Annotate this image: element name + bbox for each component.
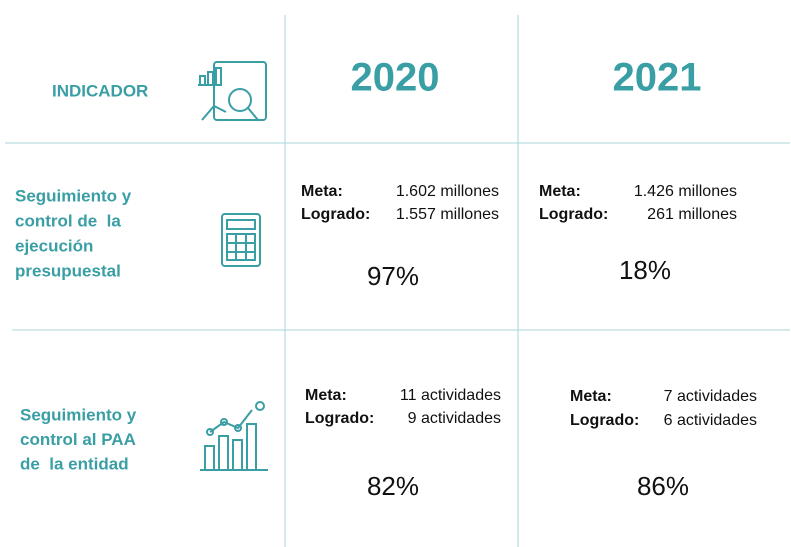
meta-value: 11 actividades <box>400 387 501 404</box>
meta-label: Meta: <box>305 387 347 404</box>
achieved-label: Logrado: <box>301 206 370 223</box>
meta-label: Meta: <box>301 183 343 200</box>
achieved-value: 1.557 millones <box>396 206 499 223</box>
meta-label: Meta: <box>539 183 581 200</box>
chart-icon <box>200 401 268 471</box>
indicator-line: control al PAA <box>20 430 136 449</box>
indicator-line: Seguimiento y <box>20 405 137 424</box>
year: 2020 <box>351 56 440 100</box>
achieved-label: Logrado: <box>305 410 374 427</box>
achieved-label: Logrado: <box>539 206 608 223</box>
meta-value: 7 actividades <box>664 388 757 405</box>
indicator-icon <box>198 61 267 121</box>
indicator-line: presupuestal <box>15 261 121 280</box>
percent: 18% <box>619 255 671 285</box>
achieved-value: 9 actividades <box>408 410 501 427</box>
percent: 97% <box>367 261 419 291</box>
year: 2021 <box>613 56 702 100</box>
meta-value: 1.426 millones <box>634 183 737 200</box>
calculator-icon <box>221 213 261 267</box>
indicator-line: de la entidad <box>20 454 129 473</box>
table-body: Seguimiento y control de la ejecución presu… <box>15 183 757 501</box>
percent: 86% <box>637 471 689 501</box>
header-indicator: INDICADOR <box>52 81 148 100</box>
achieved-value: 261 millones <box>647 206 737 223</box>
indicator-line: ejecución <box>15 236 93 255</box>
indicator-line: control de la <box>15 211 121 230</box>
indicator-line: Seguimiento y <box>15 186 132 205</box>
meta-value: 1.602 millones <box>396 183 499 200</box>
meta-label: Meta: <box>570 388 612 405</box>
achieved-value: 6 actividades <box>664 412 757 429</box>
percent: 82% <box>367 471 419 501</box>
achieved-label: Logrado: <box>570 412 639 429</box>
